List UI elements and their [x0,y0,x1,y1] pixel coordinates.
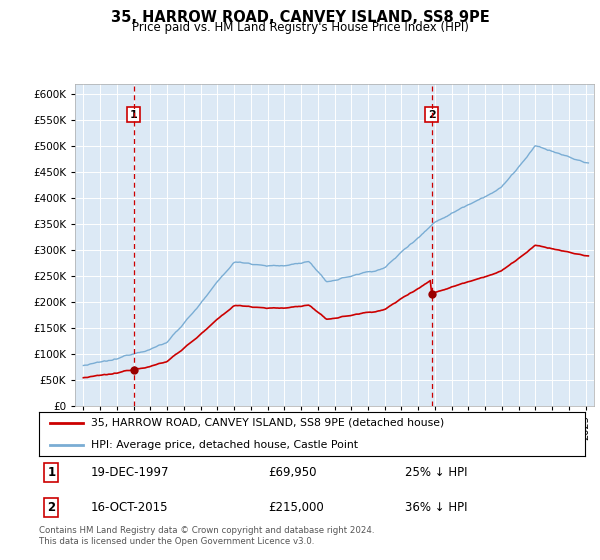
Text: 25% ↓ HPI: 25% ↓ HPI [405,465,467,479]
Text: 19-DEC-1997: 19-DEC-1997 [91,465,169,479]
Text: 2: 2 [47,501,55,514]
Text: HPI: Average price, detached house, Castle Point: HPI: Average price, detached house, Cast… [91,440,358,450]
Text: Contains HM Land Registry data © Crown copyright and database right 2024.
This d: Contains HM Land Registry data © Crown c… [39,526,374,546]
Text: 1: 1 [47,465,55,479]
Text: £215,000: £215,000 [268,501,324,514]
Text: 2: 2 [428,110,436,120]
Text: £69,950: £69,950 [268,465,317,479]
Text: Price paid vs. HM Land Registry's House Price Index (HPI): Price paid vs. HM Land Registry's House … [131,21,469,34]
Text: 36% ↓ HPI: 36% ↓ HPI [405,501,467,514]
Text: 35, HARROW ROAD, CANVEY ISLAND, SS8 9PE: 35, HARROW ROAD, CANVEY ISLAND, SS8 9PE [110,10,490,25]
Text: 35, HARROW ROAD, CANVEY ISLAND, SS8 9PE (detached house): 35, HARROW ROAD, CANVEY ISLAND, SS8 9PE … [91,418,444,428]
Text: 16-OCT-2015: 16-OCT-2015 [91,501,169,514]
Text: 1: 1 [130,110,137,120]
